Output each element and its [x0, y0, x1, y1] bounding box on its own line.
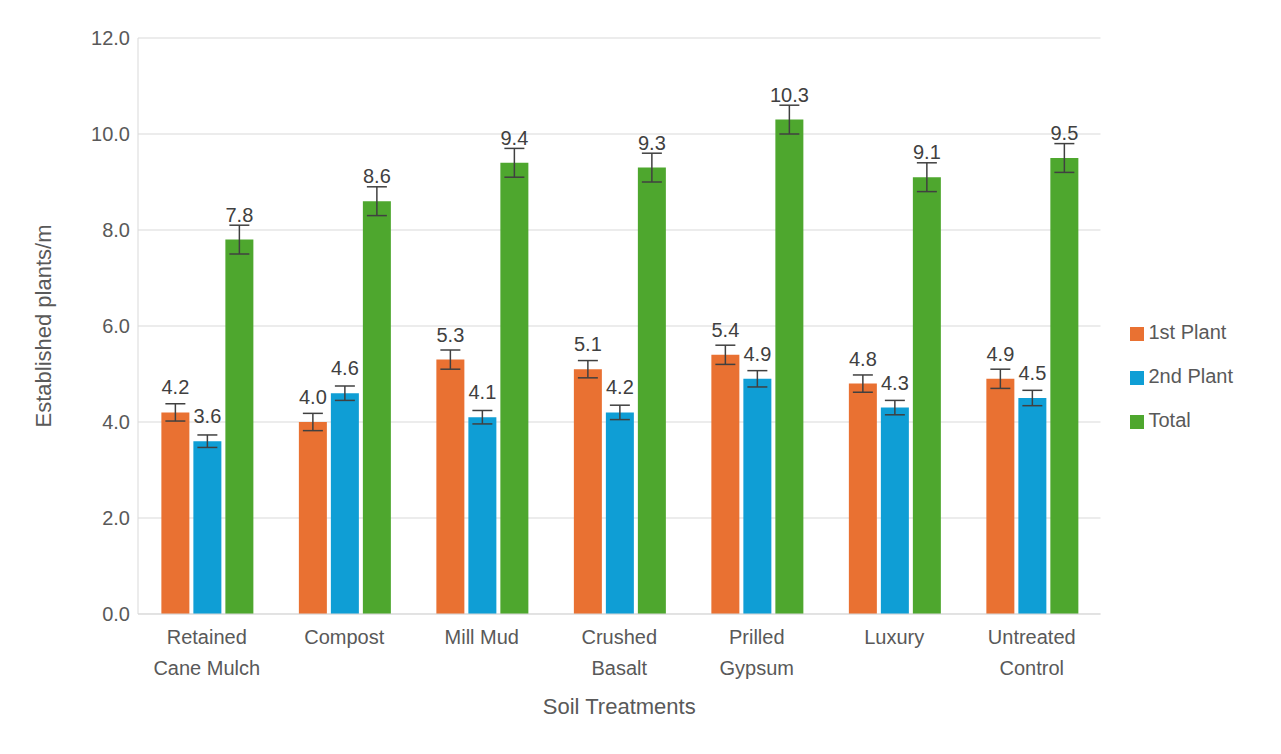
- svg-text:9.1: 9.1: [913, 141, 941, 163]
- svg-text:4.0: 4.0: [299, 386, 327, 408]
- svg-text:PrilledGypsum: PrilledGypsum: [720, 626, 794, 679]
- svg-text:4.2: 4.2: [606, 376, 634, 398]
- svg-text:CrushedBasalt: CrushedBasalt: [581, 626, 657, 679]
- html-text:1st Plant: 1st Plant: [1148, 321, 1227, 343]
- svg-text:4.9: 4.9: [743, 343, 771, 365]
- svg-text:4.9: 4.9: [986, 343, 1014, 365]
- svg-text:5.3: 5.3: [436, 324, 464, 346]
- svg-text:Established plants/m: Established plants/m: [31, 225, 56, 428]
- svg-text:Compost: Compost: [304, 626, 384, 648]
- svg-text:9.5: 9.5: [1050, 122, 1078, 144]
- svg-text:9.3: 9.3: [638, 132, 666, 154]
- svg-text:RetainedCane Mulch: RetainedCane Mulch: [153, 626, 260, 679]
- svg-text:3.6: 3.6: [193, 405, 221, 427]
- svg-text:0.0: 0.0: [102, 603, 130, 625]
- svg-text:6.0: 6.0: [102, 315, 130, 337]
- svg-text:4.8: 4.8: [849, 348, 877, 370]
- svg-text:12.0: 12.0: [91, 27, 130, 49]
- html-text:2nd Plant: 2nd Plant: [1148, 365, 1233, 387]
- svg-text:4.0: 4.0: [102, 411, 130, 433]
- html-text:Total: Total: [1148, 409, 1191, 431]
- svg-text:4.1: 4.1: [468, 381, 496, 403]
- svg-text:4.5: 4.5: [1018, 362, 1046, 384]
- svg-text:2.0: 2.0: [102, 507, 130, 529]
- svg-text:5.1: 5.1: [574, 333, 602, 355]
- svg-text:7.8: 7.8: [225, 204, 253, 226]
- svg-text:10.3: 10.3: [770, 84, 809, 106]
- svg-text:10.0: 10.0: [91, 123, 130, 145]
- svg-text:Mill Mud: Mill Mud: [445, 626, 519, 648]
- svg-text:Luxury: Luxury: [864, 626, 924, 648]
- svg-text:5.4: 5.4: [711, 319, 739, 341]
- svg-text:4.6: 4.6: [331, 357, 359, 379]
- svg-text:Soil Treatments: Soil Treatments: [543, 694, 696, 719]
- svg-text:9.4: 9.4: [500, 127, 528, 149]
- svg-text:4.3: 4.3: [881, 372, 909, 394]
- svg-text:8.0: 8.0: [102, 219, 130, 241]
- svg-text:UntreatedControl: UntreatedControl: [988, 626, 1076, 679]
- svg-text:4.2: 4.2: [161, 376, 189, 398]
- svg-text:8.6: 8.6: [363, 165, 391, 187]
